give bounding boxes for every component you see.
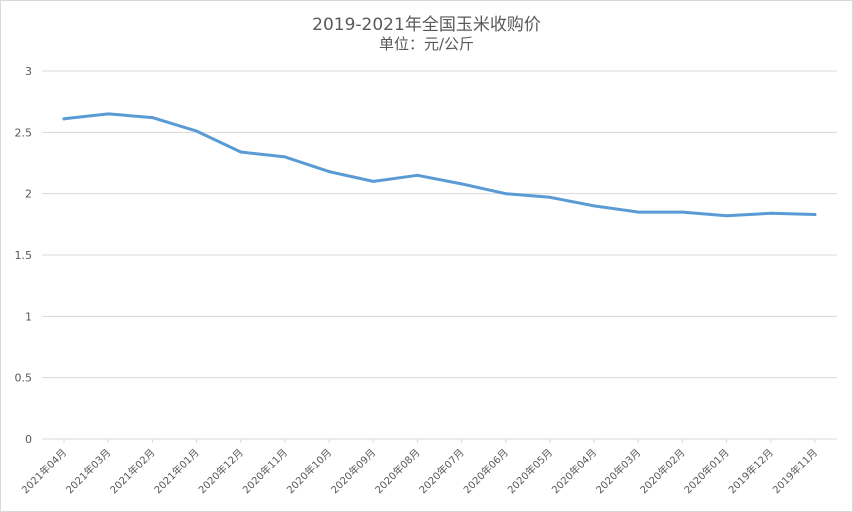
data-point xyxy=(725,214,729,218)
series-layer xyxy=(62,112,817,218)
x-tick-label: 2020年12月 xyxy=(196,446,246,496)
chart-title: 2019-2021年全国玉米收购价 xyxy=(312,15,541,35)
data-point xyxy=(283,155,287,159)
series-line xyxy=(62,112,817,218)
x-tick-label: 2020年10月 xyxy=(284,446,334,496)
x-tick-label: 2019年12月 xyxy=(726,446,776,496)
data-point xyxy=(239,150,243,154)
x-tick-label: 2020年02月 xyxy=(637,446,687,496)
x-tick-label: 2020年08月 xyxy=(372,446,422,496)
x-tick-label: 2020年06月 xyxy=(461,446,511,496)
y-tick-label: 0 xyxy=(25,433,32,446)
data-point xyxy=(150,116,154,120)
data-point xyxy=(592,204,596,208)
x-tick-label: 2021年02月 xyxy=(107,446,157,496)
y-tick-label: 0.5 xyxy=(15,372,33,385)
x-axis-ticks: 2021年04月2021年03月2021年02月2021年01月2020年12月… xyxy=(19,439,820,496)
y-tick-label: 1 xyxy=(25,310,32,323)
x-tick-label: 2021年03月 xyxy=(63,446,113,496)
data-point xyxy=(548,195,552,199)
x-tick-label: 2021年04月 xyxy=(19,446,69,496)
y-tick-label: 2 xyxy=(25,188,32,201)
data-point xyxy=(504,192,508,196)
data-point xyxy=(327,170,331,174)
y-tick-label: 2.5 xyxy=(15,126,33,139)
x-tick-label: 2020年04月 xyxy=(549,446,599,496)
data-point xyxy=(769,211,773,215)
x-tick-label: 2021年01月 xyxy=(151,446,201,496)
data-point xyxy=(195,129,199,133)
data-point xyxy=(813,213,817,217)
x-tick-label: 2019年11月 xyxy=(770,446,820,496)
data-point xyxy=(636,210,640,214)
gridlines xyxy=(42,70,837,440)
y-axis-ticks: 0 0.5 1 1.5 2 2.5 3 xyxy=(15,65,33,446)
x-tick-label: 2020年01月 xyxy=(681,446,731,496)
y-tick-label: 3 xyxy=(25,65,32,78)
chart-subtitle: 单位：元/公斤 xyxy=(378,35,475,53)
x-tick-label: 2020年07月 xyxy=(416,446,466,496)
x-tick-label: 2020年09月 xyxy=(328,446,378,496)
data-point xyxy=(460,182,464,186)
x-tick-label: 2020年11月 xyxy=(240,446,290,496)
x-tick-label: 2020年05月 xyxy=(505,446,555,496)
y-tick-label: 1.5 xyxy=(15,249,33,262)
data-point xyxy=(106,112,110,116)
data-point xyxy=(62,117,66,121)
data-point xyxy=(680,210,684,214)
data-point xyxy=(371,179,375,183)
x-tick-label: 2020年03月 xyxy=(593,446,643,496)
data-point xyxy=(415,173,419,177)
